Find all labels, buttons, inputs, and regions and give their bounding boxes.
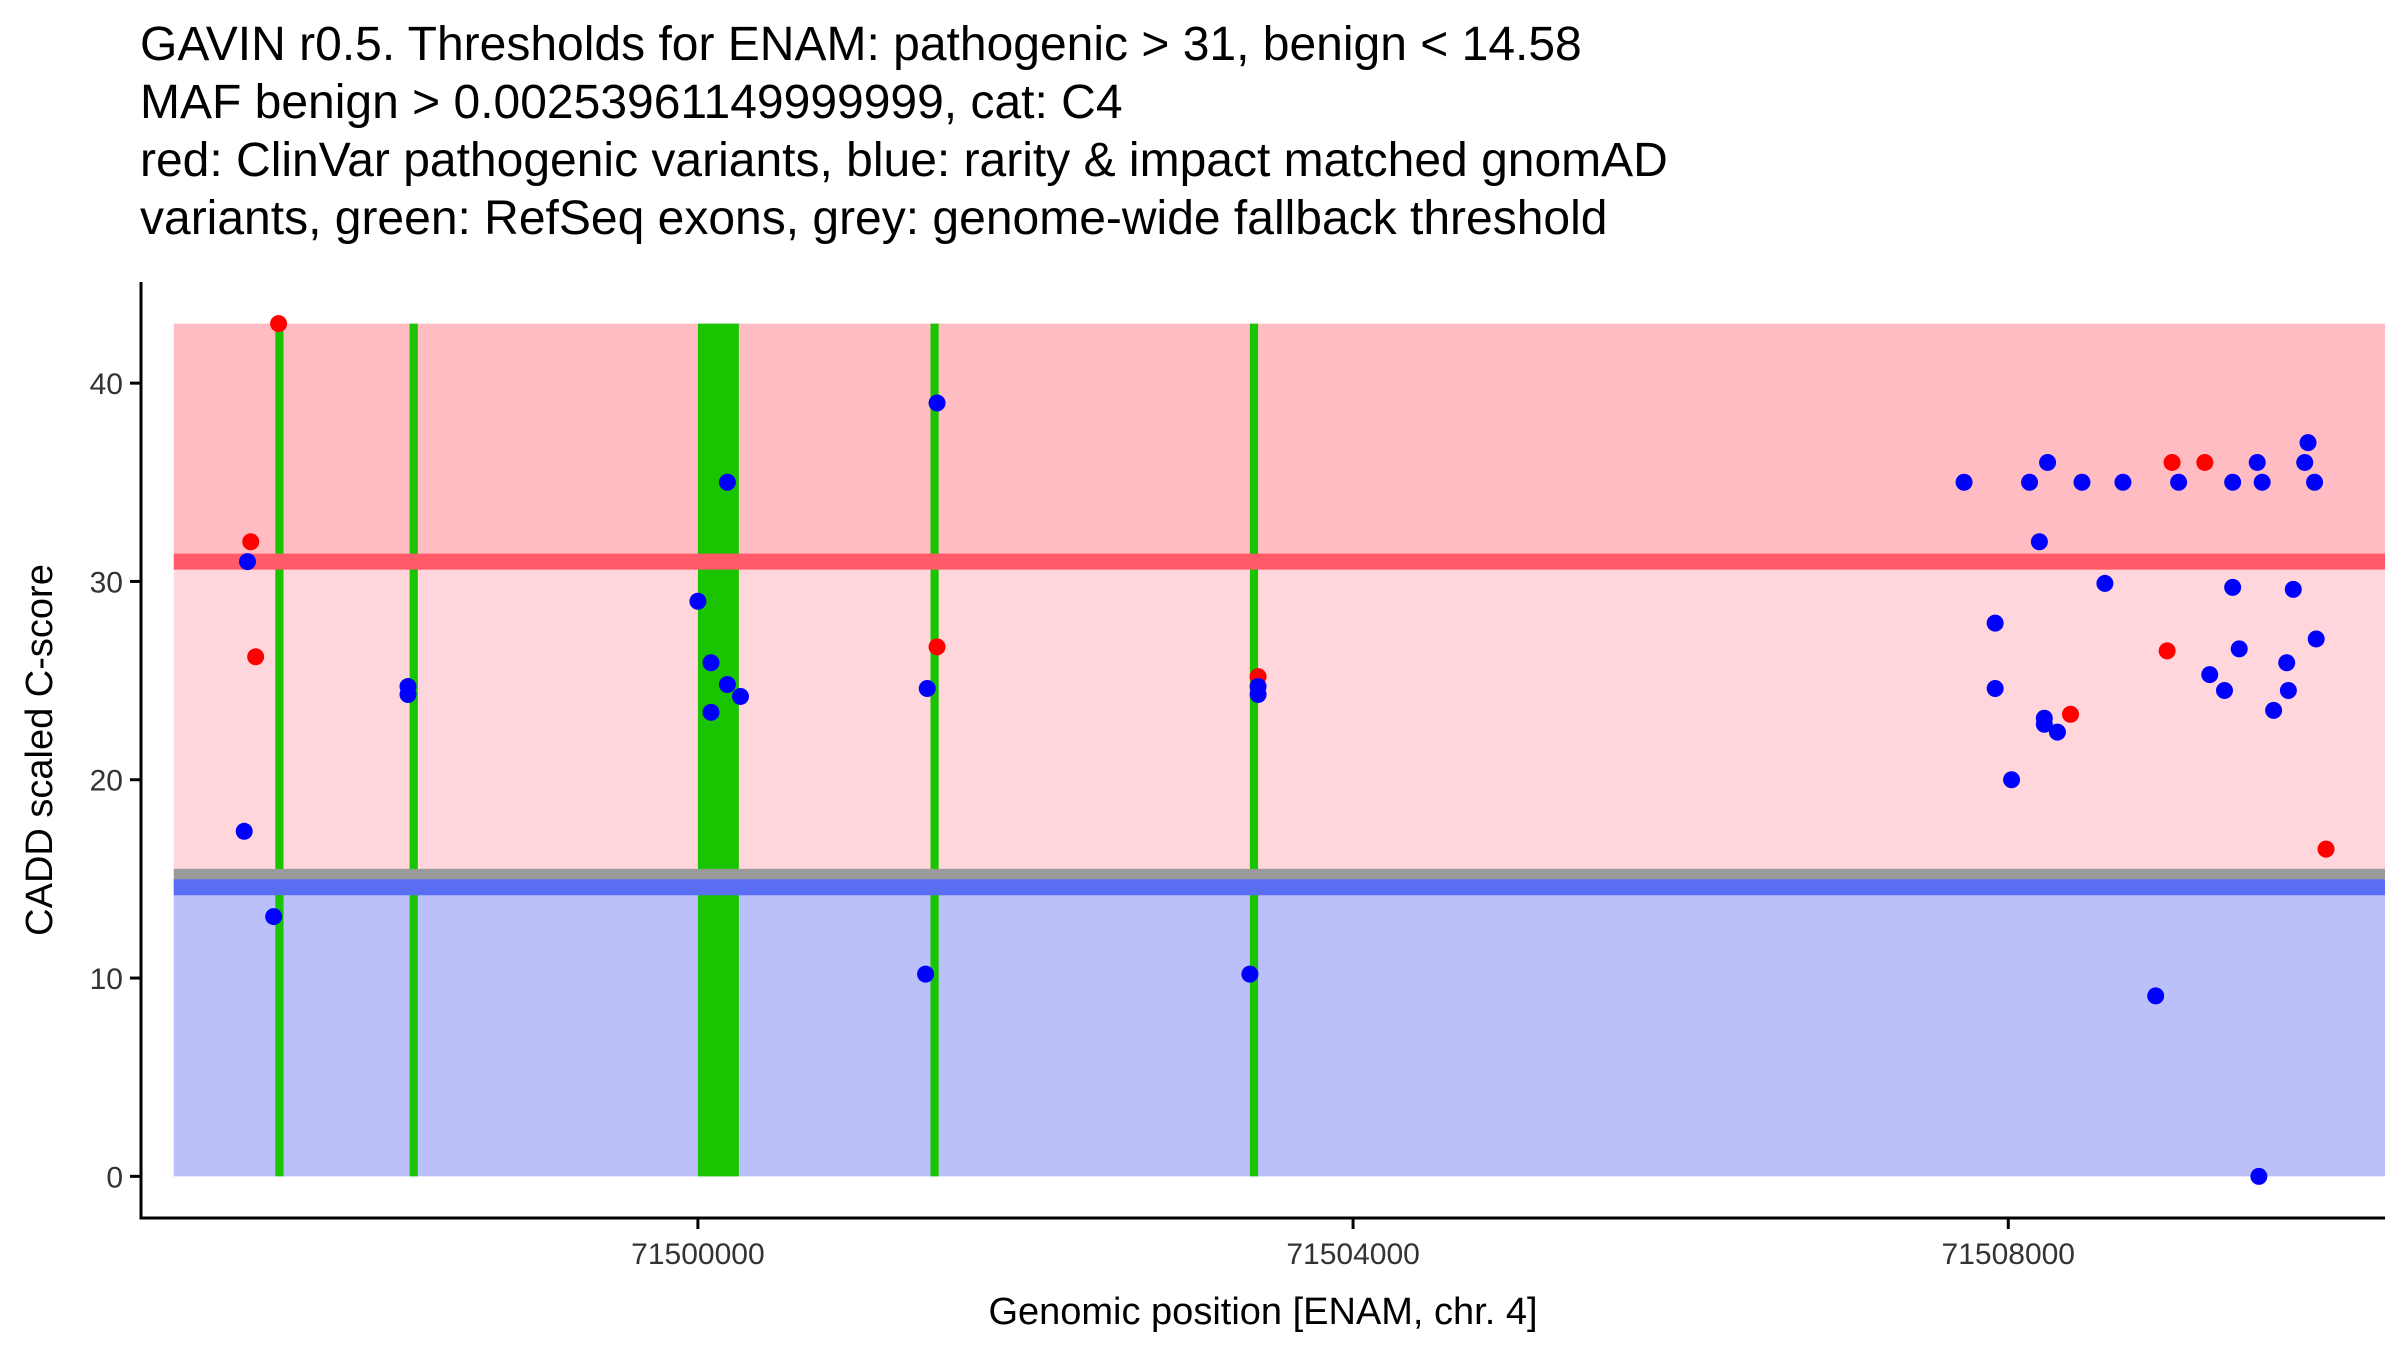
gnomad-point-6	[689, 592, 707, 610]
gnomad-point-31	[2147, 987, 2165, 1005]
gnomad-point-42	[2279, 682, 2297, 700]
gnomad-point-26	[2035, 715, 2053, 733]
x-tick-label-1: 71500000	[631, 1238, 764, 1271]
benign-band	[173, 887, 2386, 1177]
title-line-3: red: ClinVar pathogenic variants, blue: …	[140, 134, 1668, 187]
gnomad-point-33	[2201, 666, 2219, 684]
gnomad-point-36	[2224, 578, 2242, 596]
y-tick-label-5: 40	[90, 368, 123, 401]
pathogenic-point-1	[270, 315, 288, 333]
exon-bar-2	[409, 323, 418, 1177]
y-tick-label-4: 30	[90, 566, 123, 599]
gnomad-point-37	[2230, 640, 2248, 658]
gnomad-point-5	[399, 685, 417, 703]
gnomad-point-44	[2296, 453, 2314, 471]
gnomad-point-32	[2170, 473, 2188, 491]
exon-bar-3	[697, 323, 739, 1177]
pathogenic-point-2	[242, 533, 260, 551]
gnomad-point-12	[928, 394, 946, 412]
threshold-bands	[173, 323, 2386, 1177]
axes	[139, 282, 2385, 1220]
gnomad-point-24	[2039, 453, 2057, 471]
chart-title: GAVIN r0.5. Thresholds for ENAM: pathoge…	[140, 16, 2380, 248]
pathogenic-point-10	[2317, 840, 2335, 858]
gnomad-point-23	[2030, 533, 2048, 551]
gnomad-point-22	[2021, 473, 2039, 491]
pathogenic-point-7	[2196, 453, 2214, 471]
y-tick-label-3: 20	[90, 765, 123, 798]
pathogenic-point-6	[2163, 453, 2181, 471]
gnomad-point-43	[2284, 580, 2302, 598]
axis-ticks: 71500000 71504000 71508000 0 10 20 30 40	[90, 368, 2075, 1271]
pathogenic-band	[173, 323, 2386, 562]
middle-band	[173, 561, 2386, 888]
gnomad-point-48	[2250, 1167, 2268, 1185]
title-line-2: MAF benign > 0.00253961149999999, cat: C…	[140, 76, 1123, 129]
gnomad-point-13	[918, 680, 936, 698]
gnomad-point-9	[718, 676, 736, 694]
pathogenic-point-9	[2158, 642, 2176, 660]
gnomad-point-21	[2003, 771, 2021, 789]
gnomad-point-46	[2306, 473, 2324, 491]
x-tick-label-3: 71508000	[1942, 1238, 2075, 1271]
gnomad-point-38	[2248, 453, 2266, 471]
y-tick-label-2: 10	[90, 963, 123, 996]
gnomad-point-11	[731, 687, 749, 705]
gnomad-point-41	[2278, 654, 2296, 672]
x-tick-label-2: 71504000	[1286, 1238, 1419, 1271]
gnomad-point-39	[2253, 473, 2271, 491]
exon-bars	[275, 323, 1259, 1177]
gnomad-point-14	[917, 965, 935, 983]
gnomad-point-27	[2048, 723, 2066, 741]
gnomad-point-34	[2215, 682, 2233, 700]
gnomad-point-20	[1986, 680, 2004, 698]
title-line-1: GAVIN r0.5. Thresholds for ENAM: pathoge…	[140, 18, 1582, 71]
gnomad-point-30	[2114, 473, 2132, 491]
gnomad-point-1	[238, 553, 256, 571]
x-axis-title: Genomic position [ENAM, chr. 4]	[988, 1291, 1537, 1333]
exon-bar-5	[1249, 323, 1259, 1177]
gnomad-point-35	[2224, 473, 2242, 491]
threshold-lines	[173, 553, 2385, 896]
gnomad-point-3	[265, 908, 283, 926]
pathogenic-point-4	[928, 638, 946, 656]
gnomad-point-7	[702, 654, 720, 672]
gnomad-point-29	[2096, 574, 2114, 592]
pathogenic-point-8	[2062, 705, 2080, 723]
gnomad-point-47	[2307, 630, 2325, 648]
gnomad-point-8	[702, 703, 720, 721]
y-tick-label-1: 0	[106, 1161, 123, 1194]
gnomad-point-16	[1249, 685, 1267, 703]
gnomad-point-28	[2073, 473, 2091, 491]
gnomad-point-18	[1955, 473, 1973, 491]
exon-bar-4	[930, 323, 939, 1177]
variant-points	[235, 315, 2335, 1185]
gnomad-point-45	[2299, 434, 2317, 452]
pathogenic-point-3	[247, 648, 265, 666]
gnomad-point-17	[1241, 965, 1259, 983]
gnomad-point-40	[2265, 701, 2283, 719]
gnomad-point-2	[235, 822, 253, 840]
gnomad-point-19	[1986, 614, 2004, 632]
exon-bar-1	[275, 323, 284, 1177]
title-line-4: variants, green: RefSeq exons, grey: gen…	[140, 192, 1608, 245]
gnomad-point-10	[718, 473, 736, 491]
y-axis-title: CADD scaled C-score	[19, 564, 61, 936]
